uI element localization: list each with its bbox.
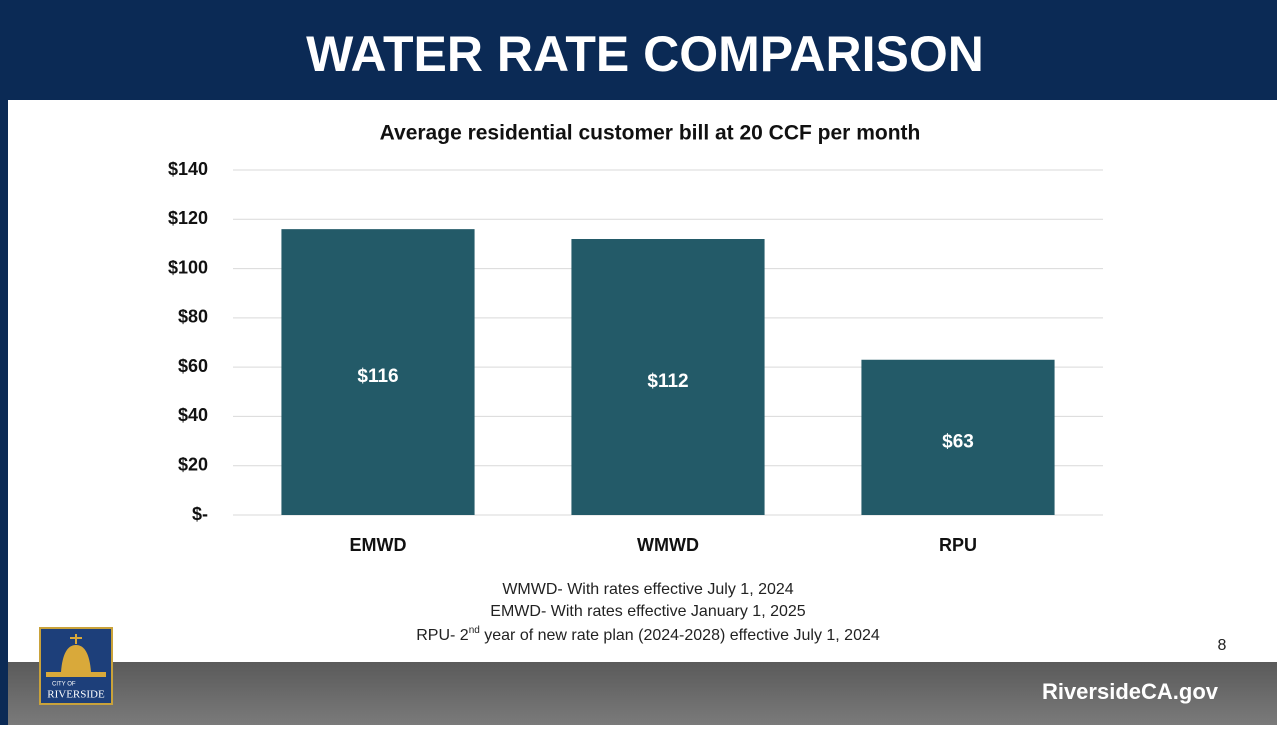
x-tick-label: EMWD [350, 535, 407, 555]
y-tick-label: $- [192, 504, 208, 524]
x-tick-label: WMWD [637, 535, 699, 555]
note: RPU- 2nd year of new rate plan (2024-202… [416, 625, 880, 645]
y-tick-label: $80 [178, 307, 208, 327]
note-text: year of new rate plan (2024-2028) effect… [480, 627, 880, 644]
data-label: $112 [647, 371, 688, 392]
note: EMWD- With rates effective January 1, 20… [490, 603, 805, 620]
y-tick-label: $100 [168, 257, 208, 277]
y-tick-label: $20 [178, 454, 208, 474]
header-bar [0, 0, 1277, 100]
y-tick-label: $40 [178, 405, 208, 425]
left-edge [0, 0, 8, 725]
data-label: $116 [357, 366, 398, 387]
note: WMWD- With rates effective July 1, 2024 [502, 581, 793, 598]
bar [861, 359, 1055, 515]
logo-text: CITY OF [52, 682, 76, 688]
chart: $- $20 $40 $60 $80 $100 $120 $140 $116 EMWD $112 WM… [168, 159, 1103, 555]
footer-site: RiversideCA.gov [1042, 679, 1219, 704]
y-tick-label: $120 [168, 208, 208, 228]
slide-title: WATER RATE COMPARISON [306, 26, 984, 82]
logo-bell [60, 634, 92, 673]
chart-title: Average residential customer bill at 20 … [380, 122, 921, 145]
footer-bar [8, 662, 1277, 725]
bar [281, 229, 475, 515]
logo-text: RIVERSIDE [47, 689, 105, 701]
data-label: $63 [942, 431, 974, 452]
page-number: 8 [1218, 637, 1227, 654]
logo-base [46, 672, 106, 677]
x-tick-label: RPU [939, 535, 977, 555]
bar [571, 239, 765, 515]
y-tick-label: $60 [178, 356, 208, 376]
logo: CITY OF RIVERSIDE [39, 627, 113, 705]
note-superscript: nd [469, 625, 480, 636]
y-tick-label: $140 [168, 159, 208, 179]
note-text: RPU- 2 [416, 627, 469, 644]
